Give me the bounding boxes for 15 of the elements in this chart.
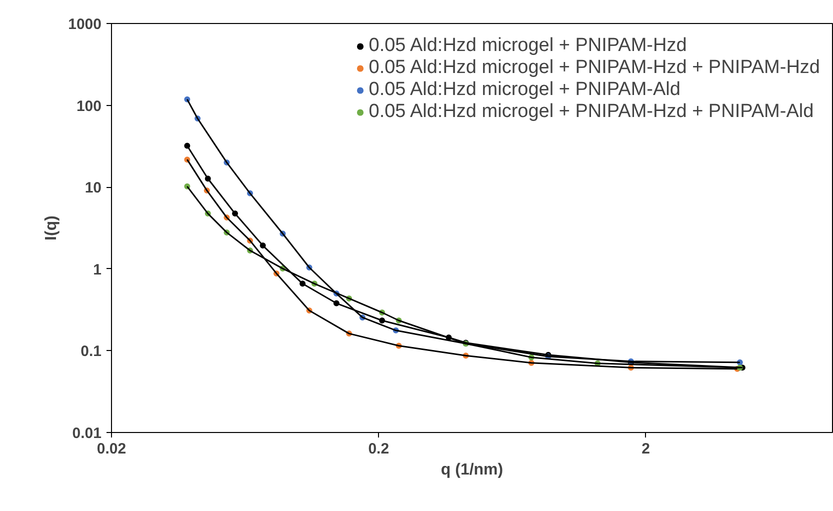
x-tick-label: 0.02 xyxy=(96,440,126,458)
y-tick-label: 1 xyxy=(93,261,102,278)
y-tick-label: 0.01 xyxy=(72,425,102,442)
legend-label: 0.05 Ald:Hzd microgel + PNIPAM-Hzd xyxy=(368,35,687,57)
y-tick-label: 100 xyxy=(76,98,102,115)
legend-label: 0.05 Ald:Hzd microgel + PNIPAM-Hzd + PNIPAM-Hzd xyxy=(368,57,820,79)
legend-label: 0.05 Ald:Hzd microgel + PNIPAM-Hzd + PNIPAM-Ald xyxy=(368,101,814,123)
x-tick-label: 0.2 xyxy=(368,440,390,458)
y-tick-label: 0.1 xyxy=(80,343,102,360)
y-tick-label: 10 xyxy=(84,180,102,197)
legend-label: 0.05 Ald:Hzd microgel + PNIPAM-Ald xyxy=(368,79,680,101)
x-axis-title: q (1/nm) xyxy=(440,462,504,478)
y-axis-title: I(q) xyxy=(43,216,60,240)
y-tick-label: 1000 xyxy=(68,16,102,33)
x-tick-label: 2 xyxy=(642,440,650,458)
